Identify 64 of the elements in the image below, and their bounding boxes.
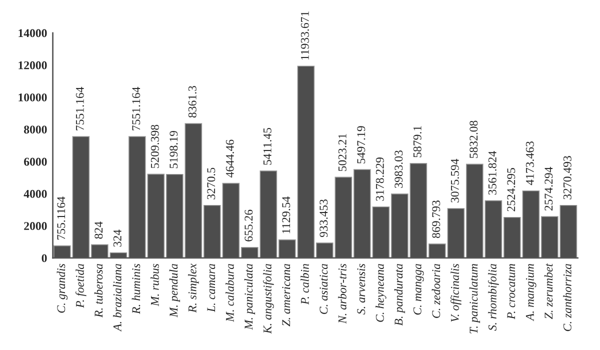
x-tick-label: R. tuberosa: [94, 264, 103, 318]
data-label: 2524.295: [507, 168, 516, 212]
data-label: 5198.19: [170, 130, 178, 168]
x-tick-label: P. crocatum: [507, 264, 516, 320]
y-tick-label: 2000: [24, 222, 47, 230]
data-label: 5879.1: [413, 126, 422, 158]
x-tick-label: M. paniculata: [244, 264, 256, 330]
data-label: 3178.229: [376, 158, 384, 201]
data-label: 755.1164: [57, 196, 66, 240]
x-tick-label: R. huminis: [132, 264, 140, 314]
x-tick-label: C. mangga: [413, 264, 424, 315]
data-label: 3270.5: [207, 168, 216, 200]
data-label: 933.453: [320, 199, 328, 238]
x-tick-label: C. asiatica: [320, 264, 328, 314]
data-label: 3983.03: [394, 150, 403, 188]
x-tick-label: A. brazialiana: [113, 264, 122, 332]
x-tick-label: P. foetida: [76, 264, 86, 308]
y-tick-label: 10000: [18, 93, 47, 102]
x-tick-label: M. pendula: [169, 264, 180, 318]
x-tick-label: K. angustifolia: [263, 264, 274, 334]
x-tick-label: M. rubus: [150, 264, 159, 306]
x-tick-label: A. mangium: [526, 264, 536, 322]
y-tick-label: 12000: [18, 61, 47, 70]
x-tick-label: P. calbin: [300, 264, 309, 305]
y-tick-label: 8000: [24, 126, 47, 134]
x-tick-label: Z. zerumbet: [544, 263, 553, 320]
x-tick-label: C. zedoaria: [432, 264, 440, 318]
data-label: 1129.54: [282, 196, 290, 234]
data-label: 5411.45: [263, 128, 272, 165]
data-label: 2574.294: [544, 166, 553, 210]
x-tick-label: N. arbor-tris: [338, 264, 346, 324]
data-label: 3561.824: [488, 151, 496, 195]
y-tick-label: 6000: [24, 158, 47, 166]
x-tick-label: R. simplex: [188, 264, 199, 313]
data-label: 7551.164: [76, 86, 84, 130]
data-label: 824: [94, 222, 103, 239]
y-tick-label: 0: [42, 254, 47, 262]
x-tick-label: C. zanthorriza: [563, 264, 572, 332]
x-tick-label: V. officinalis: [450, 264, 462, 322]
data-label: 3075.594: [450, 158, 459, 202]
data-label: 5023.21: [338, 134, 346, 171]
data-label: 324: [113, 230, 122, 247]
y-tick-label: 4000: [24, 190, 47, 198]
x-tick-label: T. paniculatum: [469, 264, 480, 334]
data-label: 4173.463: [526, 141, 534, 186]
data-label: 8361.3: [188, 86, 196, 118]
x-tick-label: C. grandis: [56, 264, 68, 313]
y-tick-label: 14000: [18, 29, 47, 38]
x-tick-label: S. rhombifolia: [488, 264, 499, 331]
data-label: 3270.493: [563, 156, 572, 200]
x-tick-label: Z. americana: [282, 264, 290, 326]
data-label: 5209.398: [150, 124, 159, 168]
data-label: 869.793: [432, 200, 440, 238]
x-tick-label: B. pandurata: [394, 264, 406, 326]
x-tick-label: L. camara: [207, 264, 216, 312]
data-label: 5497.19: [357, 126, 366, 164]
data-label: 7551.164: [132, 86, 140, 130]
data-label: 5832.08: [470, 120, 478, 158]
data-label: 4644.46: [226, 140, 234, 178]
data-label: 11933.671: [300, 12, 309, 60]
x-tick-label: C. heyneana: [376, 264, 386, 322]
x-tick-label: M. calabura: [226, 264, 234, 322]
x-tick-label: S. arvensis: [357, 264, 366, 315]
data-label: 655.26: [244, 210, 253, 242]
